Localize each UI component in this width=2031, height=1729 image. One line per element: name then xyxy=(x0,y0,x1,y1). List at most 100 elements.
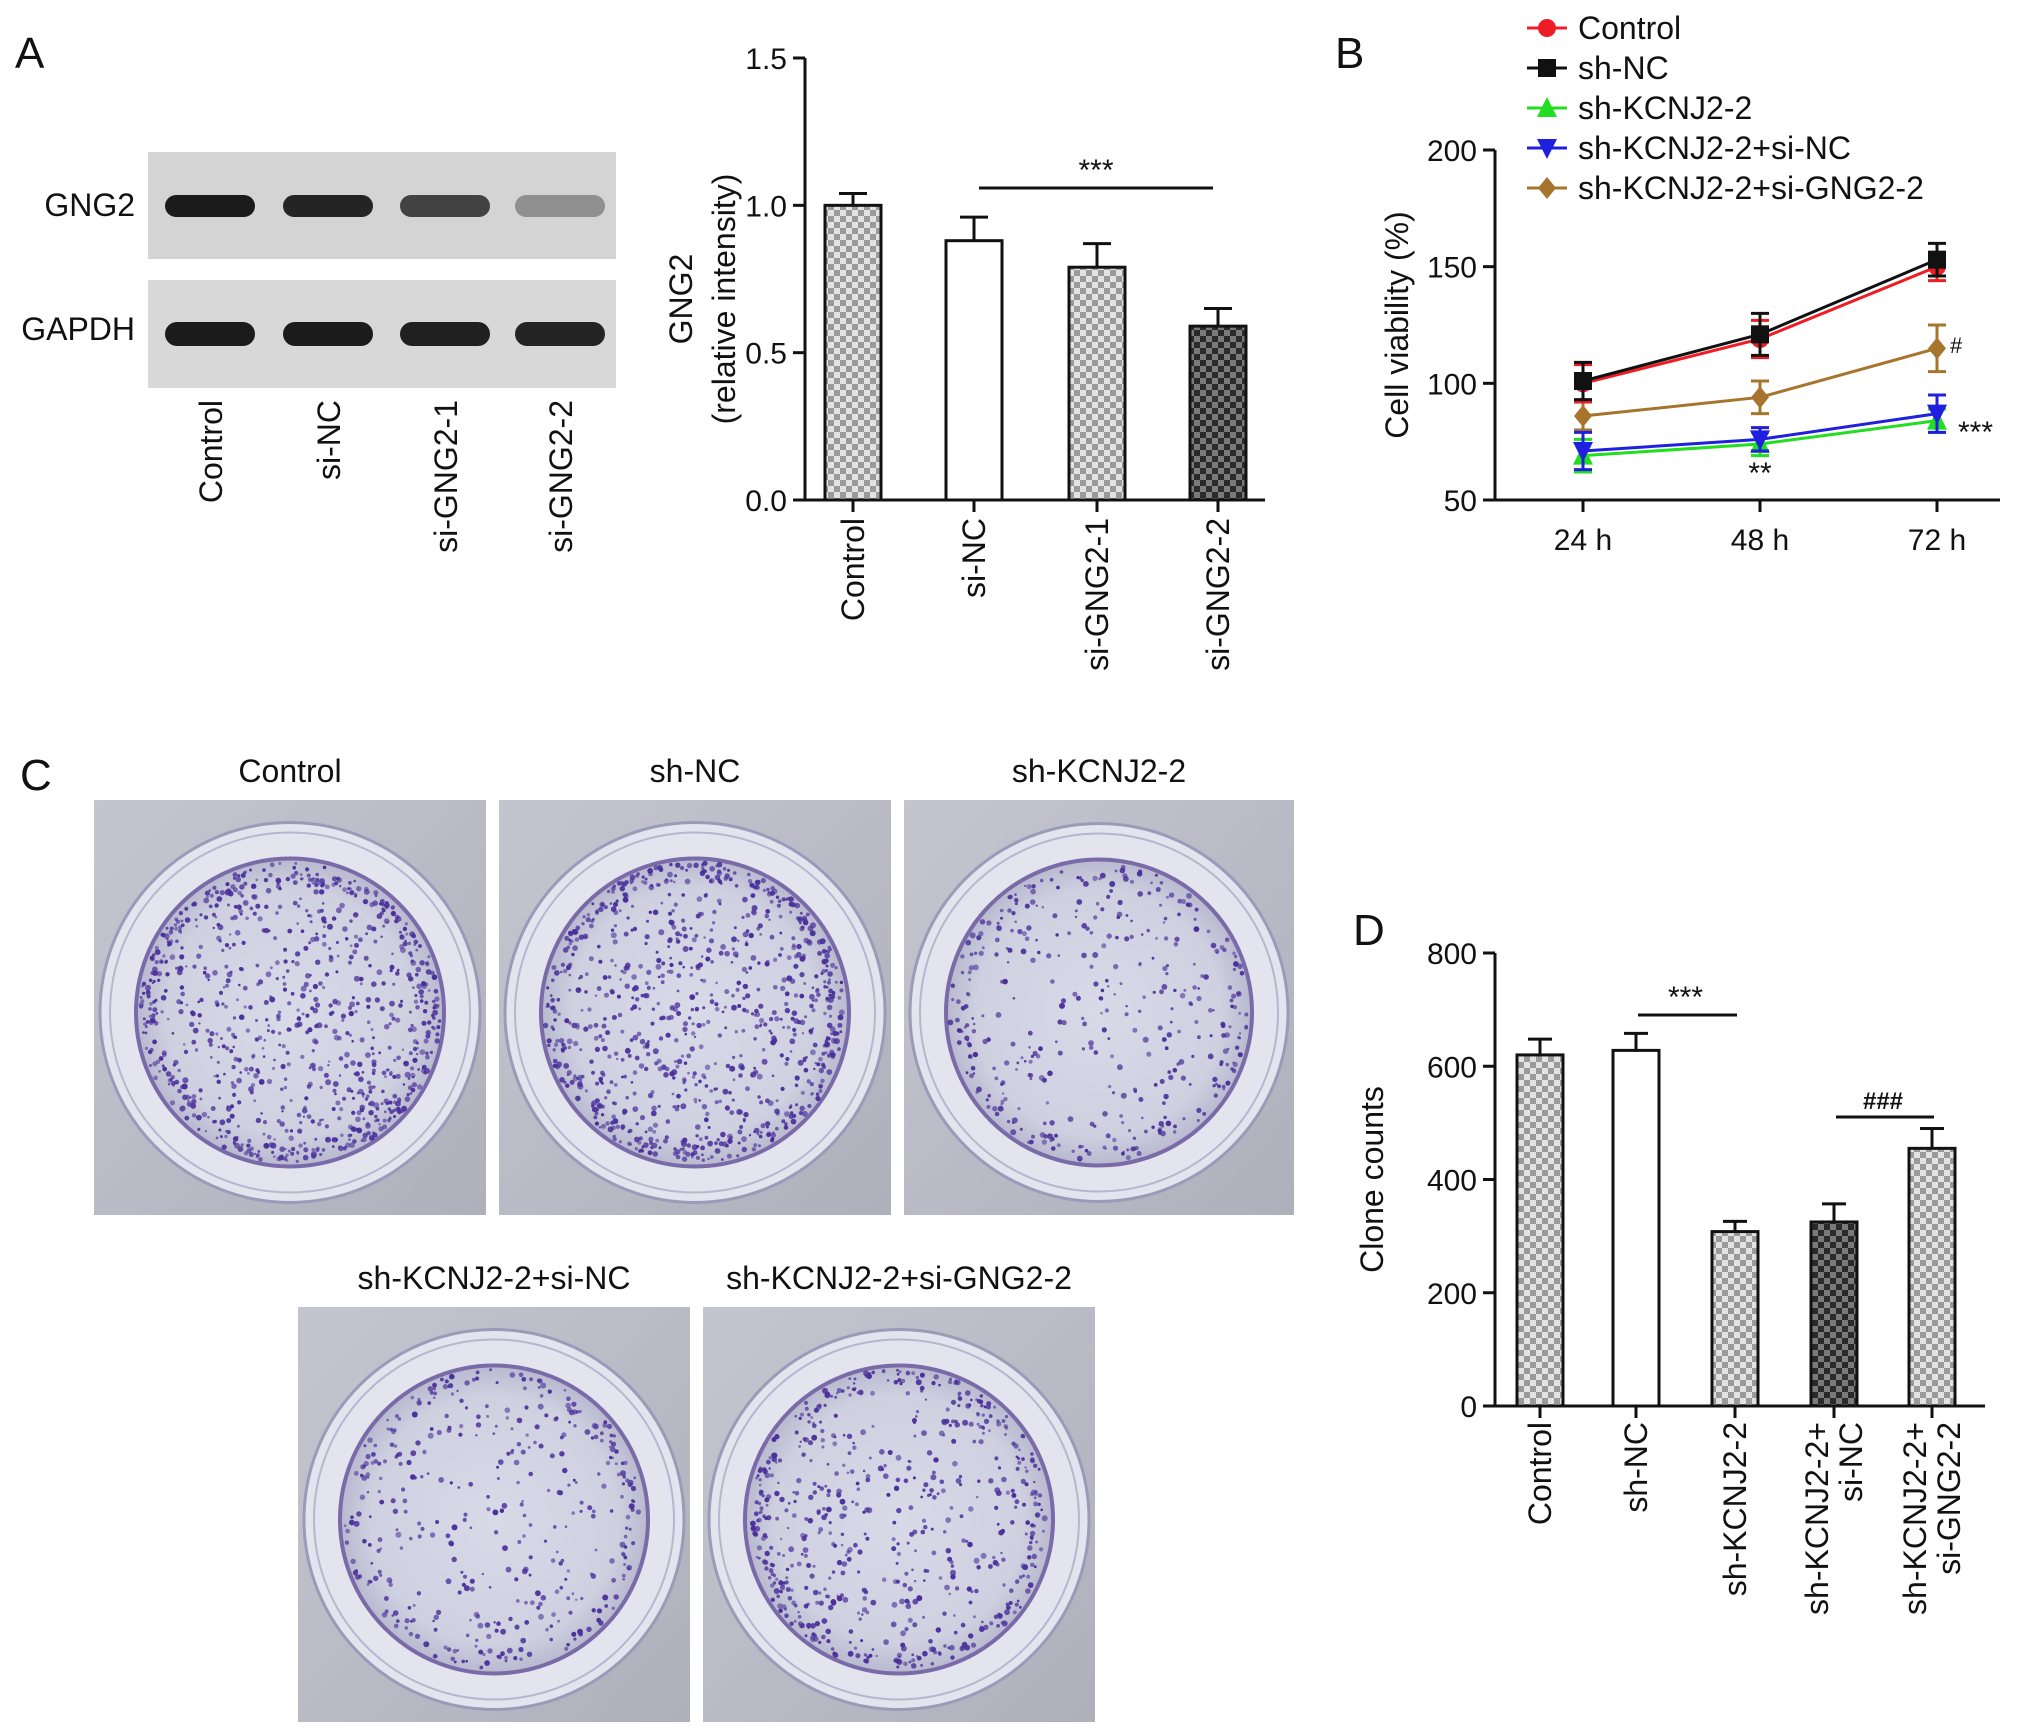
colony-dot xyxy=(593,1434,599,1440)
colony-dot xyxy=(519,1502,524,1507)
colony-dot xyxy=(610,958,614,963)
colony-dot xyxy=(348,1010,354,1017)
colony-dot xyxy=(1056,885,1060,890)
colony-dot xyxy=(784,1061,789,1066)
colony-dot xyxy=(429,1427,434,1431)
colony-dot xyxy=(863,1532,867,1536)
colony-dot xyxy=(1015,1068,1019,1071)
colony-dot xyxy=(568,1610,573,1615)
colony-dot xyxy=(336,954,340,958)
colony-dot xyxy=(290,873,296,879)
colony-dot xyxy=(282,987,288,992)
colony-dot xyxy=(947,1556,953,1562)
colony-dot xyxy=(568,988,572,992)
colony-dot xyxy=(309,914,313,918)
colony-dot xyxy=(651,1105,657,1111)
colony-dot xyxy=(791,1513,797,1518)
colony-dot xyxy=(314,880,321,886)
colony-dot xyxy=(628,1527,632,1531)
colony-dot xyxy=(766,1459,771,1465)
colony-dot xyxy=(514,1577,519,1582)
colony-dot xyxy=(919,1372,925,1378)
colony-dot xyxy=(1024,1466,1027,1469)
colony-dot xyxy=(778,914,783,919)
colony-dot xyxy=(275,877,282,884)
colony-dot xyxy=(1020,1563,1026,1569)
colony-dot xyxy=(676,1011,682,1016)
colony-dot xyxy=(760,1123,766,1129)
colony-dot xyxy=(649,1141,653,1145)
y-tick-label-a: 0.5 xyxy=(745,338,787,371)
colony-dot xyxy=(720,944,726,950)
colony-dot xyxy=(236,1077,242,1084)
colony-dot xyxy=(545,1627,549,1632)
marker-square xyxy=(1574,372,1592,390)
colony-dot xyxy=(775,1126,779,1131)
colony-dot xyxy=(852,1382,856,1385)
colony-dot xyxy=(1154,873,1158,877)
colony-dot xyxy=(575,1022,580,1028)
colony-dot xyxy=(296,1150,300,1154)
colony-dot xyxy=(673,902,678,907)
colony-dot xyxy=(305,973,311,979)
colony-dot xyxy=(705,874,710,880)
colony-dot xyxy=(669,956,673,960)
colony-dot xyxy=(800,1412,804,1417)
colony-dot xyxy=(932,1495,937,1500)
colony-dot xyxy=(615,1124,621,1130)
colony-dot xyxy=(852,1441,855,1445)
colony-dot xyxy=(619,886,625,892)
colony-dot xyxy=(688,946,693,951)
colony-dot xyxy=(755,885,760,890)
colony-dot xyxy=(841,1561,848,1567)
colony-dot xyxy=(267,929,271,933)
dish-agar xyxy=(743,1363,1055,1676)
colony-dot xyxy=(158,959,164,964)
colony-dot xyxy=(762,1468,768,1474)
colony-dot xyxy=(812,1490,817,1495)
colony-dot xyxy=(778,1580,784,1586)
colony-dot xyxy=(784,1122,788,1126)
colony-dot xyxy=(591,1070,595,1075)
colony-dot xyxy=(175,919,181,924)
colony-dot xyxy=(1110,1054,1114,1059)
colony-dot xyxy=(828,1531,833,1535)
colony-dot xyxy=(824,1051,828,1055)
colony-dot xyxy=(718,1099,723,1104)
colony-dot xyxy=(436,1429,442,1436)
colony-dot xyxy=(388,1116,392,1120)
colony-dot xyxy=(683,933,688,939)
colony-dot xyxy=(1163,1093,1169,1100)
colony-dot xyxy=(821,1445,825,1449)
colony-dot xyxy=(810,1092,814,1096)
colony-dot xyxy=(728,877,733,882)
marker-square xyxy=(1538,59,1556,77)
colony-dot xyxy=(689,1046,695,1052)
colony-dot xyxy=(224,983,230,988)
colony-dot xyxy=(842,1505,848,1511)
colony-dot xyxy=(1208,1008,1213,1013)
colony-dot xyxy=(1003,1424,1008,1429)
colony-dot xyxy=(1027,1030,1033,1036)
colony-dot xyxy=(764,1566,769,1571)
colony-dot xyxy=(407,941,412,946)
colony-dot xyxy=(612,1135,616,1139)
colony-dot xyxy=(954,1422,960,1428)
colony-dot xyxy=(870,1390,875,1396)
colony-dot xyxy=(856,1391,860,1395)
colony-dot xyxy=(262,868,266,872)
colony-dot xyxy=(596,986,602,991)
colony-dot xyxy=(976,935,982,941)
colony-dot xyxy=(1165,1120,1172,1127)
colony-dot xyxy=(232,876,236,880)
colony-dot xyxy=(996,1612,1002,1617)
colony-dot xyxy=(1014,1602,1019,1607)
colony-dot xyxy=(684,878,691,885)
colony-dot xyxy=(792,1027,797,1032)
colony-dot xyxy=(1100,988,1105,993)
colony-dot xyxy=(456,1649,460,1652)
colony-dot xyxy=(994,952,999,957)
colony-dot xyxy=(392,1508,399,1515)
colony-dot xyxy=(191,1039,197,1045)
colony-dot xyxy=(1082,1021,1087,1027)
